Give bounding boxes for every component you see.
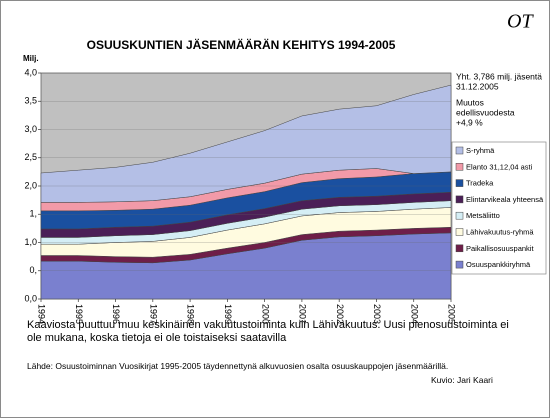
y-tick-label: 4,0 (24, 67, 37, 77)
x-tick-label: 1996 (111, 304, 121, 324)
y-axis-label: Milj. (23, 54, 39, 63)
legend-swatch (455, 179, 464, 187)
legend-swatch (455, 260, 464, 269)
x-tick-label: 2005 (447, 304, 457, 324)
legend-box (451, 141, 547, 275)
chart-title: OSUUSKUNTIEN JÄSENMÄÄRÄN KEHITYS 1994-20… (87, 37, 396, 52)
legend-label: Metsäliitto (466, 211, 500, 220)
x-tick-label: 2001 (298, 304, 308, 324)
legend-label: Osuuspankkiryhmä (466, 260, 531, 269)
x-tick-label: 2003 (372, 304, 382, 324)
annotation: Muutos (456, 97, 484, 107)
legend-swatch (455, 244, 464, 253)
y-tick-label: 2,5 (24, 152, 37, 162)
y-tick-label: 3,5 (24, 96, 37, 106)
legend-swatch (455, 163, 464, 171)
x-tick-label: 1994 (37, 304, 47, 324)
legend-label: Lähivakuutus-ryhmä (466, 227, 534, 236)
x-tick-label: 2004 (409, 304, 419, 324)
legend-swatch (455, 195, 464, 204)
annotation: +4,9 % (456, 117, 483, 127)
logo: OT (507, 11, 534, 33)
annotation: Yht. 3,786 milj. jäsentä (456, 71, 542, 81)
y-tick-label: 1, (29, 209, 37, 219)
x-tick-label: 1995 (74, 304, 84, 324)
y-tick-label: 0,0 (24, 293, 37, 303)
x-tick-label: 1999 (223, 304, 233, 324)
footnote: Kaaviosta puuttuu muu keskinäinen vakuut… (27, 319, 509, 344)
legend-label: Paikallisosuuspankit (466, 244, 534, 253)
legend-label: Tradeka (466, 179, 494, 188)
credit: Kuvio: Jari Kaari (431, 375, 493, 385)
legend-label: Elintarvikeala yhteensä (466, 195, 544, 204)
y-tick-label: 1,0 (24, 237, 37, 247)
x-tick-label: 1998 (186, 304, 196, 324)
legend-label: Elanto 31,12,04 asti (466, 162, 533, 171)
legend-swatch (455, 146, 464, 155)
area (40, 84, 452, 203)
annotation: edellisvuodesta (456, 107, 515, 117)
x-tick-label: 1997 (148, 304, 158, 324)
legend-swatch (455, 211, 464, 220)
legend-label: S-ryhmä (466, 146, 495, 155)
legend-swatch (455, 228, 464, 236)
legend: S-ryhmä Elanto 31,12,04 asti Tradeka Elinta… (451, 141, 547, 275)
source: Lähde: Osuustoiminnan Vuosikirjat 1995-2… (27, 361, 449, 371)
y-tick-label: 0, (29, 265, 37, 275)
x-tick-label: 2002 (335, 304, 345, 324)
y-tick-label: 3,0 (24, 124, 37, 134)
y-tick-label: 2,0 (24, 180, 37, 190)
x-tick-label: 2000 (260, 304, 270, 324)
annotation: 31.12.2005 (456, 81, 499, 91)
